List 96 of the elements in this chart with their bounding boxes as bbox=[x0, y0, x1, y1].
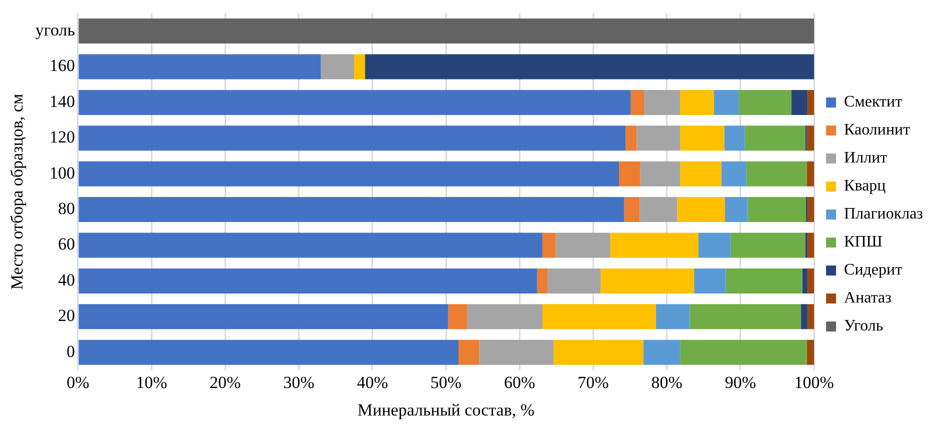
bar bbox=[806, 161, 814, 186]
bar bbox=[78, 232, 542, 258]
y-tick-label: уголь bbox=[35, 20, 76, 40]
bar bbox=[78, 90, 631, 115]
x-tick-label: 60% bbox=[504, 372, 536, 392]
bar bbox=[600, 268, 694, 294]
x-tick-label: 30% bbox=[283, 372, 314, 392]
bar bbox=[680, 340, 807, 365]
x-tick-label: 100% bbox=[794, 372, 834, 392]
bar bbox=[680, 90, 714, 115]
x-tick-label: 80% bbox=[651, 372, 682, 392]
bar bbox=[694, 268, 726, 294]
bar bbox=[78, 340, 459, 365]
legend-label: Смектит bbox=[844, 94, 902, 111]
bar bbox=[354, 54, 366, 80]
bar bbox=[479, 340, 554, 365]
y-tick-label: 60 bbox=[58, 234, 75, 254]
legend-label: Иллит bbox=[844, 150, 888, 167]
bar bbox=[78, 161, 619, 186]
bar bbox=[807, 304, 814, 330]
bar bbox=[800, 304, 808, 330]
legend-label: Каолинит bbox=[844, 122, 910, 139]
bar bbox=[78, 268, 538, 294]
bar bbox=[724, 126, 745, 151]
bar bbox=[724, 197, 748, 222]
y-tick-label: 20 bbox=[58, 306, 75, 326]
y-tick-label: 160 bbox=[49, 56, 75, 76]
bar bbox=[680, 161, 722, 186]
legend-label: КПШ bbox=[844, 234, 882, 251]
bar bbox=[624, 197, 640, 222]
bar bbox=[618, 161, 640, 186]
x-axis-title: Минеральный состав, % bbox=[357, 400, 535, 420]
bar bbox=[698, 232, 731, 258]
bar bbox=[548, 268, 601, 294]
bar bbox=[636, 126, 680, 151]
x-tick-label: 40% bbox=[356, 372, 388, 392]
bar bbox=[542, 304, 656, 330]
bar bbox=[748, 197, 806, 222]
y-tick-label: 40 bbox=[58, 270, 75, 290]
bar bbox=[626, 126, 637, 151]
bar bbox=[537, 268, 548, 294]
bar bbox=[640, 197, 678, 222]
bar bbox=[553, 340, 644, 365]
bar bbox=[677, 197, 725, 222]
bar bbox=[458, 340, 480, 365]
bar bbox=[78, 304, 448, 330]
x-tick-label: 10% bbox=[136, 372, 168, 392]
bar bbox=[448, 304, 468, 330]
legend-label: Плагиоклаз bbox=[844, 206, 924, 223]
x-tick-label: 0% bbox=[66, 372, 90, 392]
x-tick-label: 50% bbox=[430, 372, 462, 392]
bar bbox=[714, 90, 739, 115]
bar bbox=[78, 197, 624, 222]
bar bbox=[791, 90, 808, 115]
bar bbox=[610, 232, 698, 258]
bar bbox=[807, 90, 814, 115]
bar bbox=[320, 54, 354, 80]
x-tick-label: 20% bbox=[210, 372, 241, 392]
bar bbox=[802, 268, 808, 294]
bar bbox=[807, 197, 814, 222]
y-tick-label: 140 bbox=[49, 92, 75, 111]
x-tick-label: 70% bbox=[578, 372, 609, 392]
bar bbox=[806, 340, 814, 365]
bar bbox=[656, 304, 690, 330]
bar bbox=[644, 90, 680, 115]
y-tick-label: 0 bbox=[66, 342, 75, 361]
bar bbox=[78, 54, 321, 80]
bar bbox=[365, 54, 814, 80]
legend-label: Сидерит bbox=[844, 262, 902, 279]
y-tick-label: 100 bbox=[49, 163, 75, 182]
bar bbox=[640, 161, 680, 186]
bar bbox=[721, 161, 746, 186]
y-tick-label: 120 bbox=[49, 128, 75, 147]
legend-label: Кварц bbox=[844, 178, 886, 195]
bar bbox=[690, 304, 801, 330]
bar bbox=[806, 126, 814, 151]
bar bbox=[744, 126, 806, 151]
legend-label: Уголь bbox=[844, 318, 884, 335]
bar bbox=[807, 232, 814, 258]
bar bbox=[738, 90, 792, 115]
bar bbox=[807, 268, 814, 294]
bar bbox=[78, 18, 814, 44]
bar bbox=[78, 126, 626, 151]
bar bbox=[730, 232, 806, 258]
y-axis-title: Место отбора образцов, см bbox=[8, 94, 27, 290]
bar bbox=[726, 268, 802, 294]
legend-label: Анатаз bbox=[844, 290, 892, 307]
bar bbox=[630, 90, 644, 115]
bar bbox=[746, 161, 807, 186]
bar bbox=[556, 232, 610, 258]
y-tick-label: 80 bbox=[58, 199, 75, 218]
bar bbox=[467, 304, 542, 330]
bar bbox=[643, 340, 680, 365]
bar bbox=[680, 126, 724, 151]
x-tick-label: 90% bbox=[724, 372, 756, 392]
bar bbox=[542, 232, 556, 258]
